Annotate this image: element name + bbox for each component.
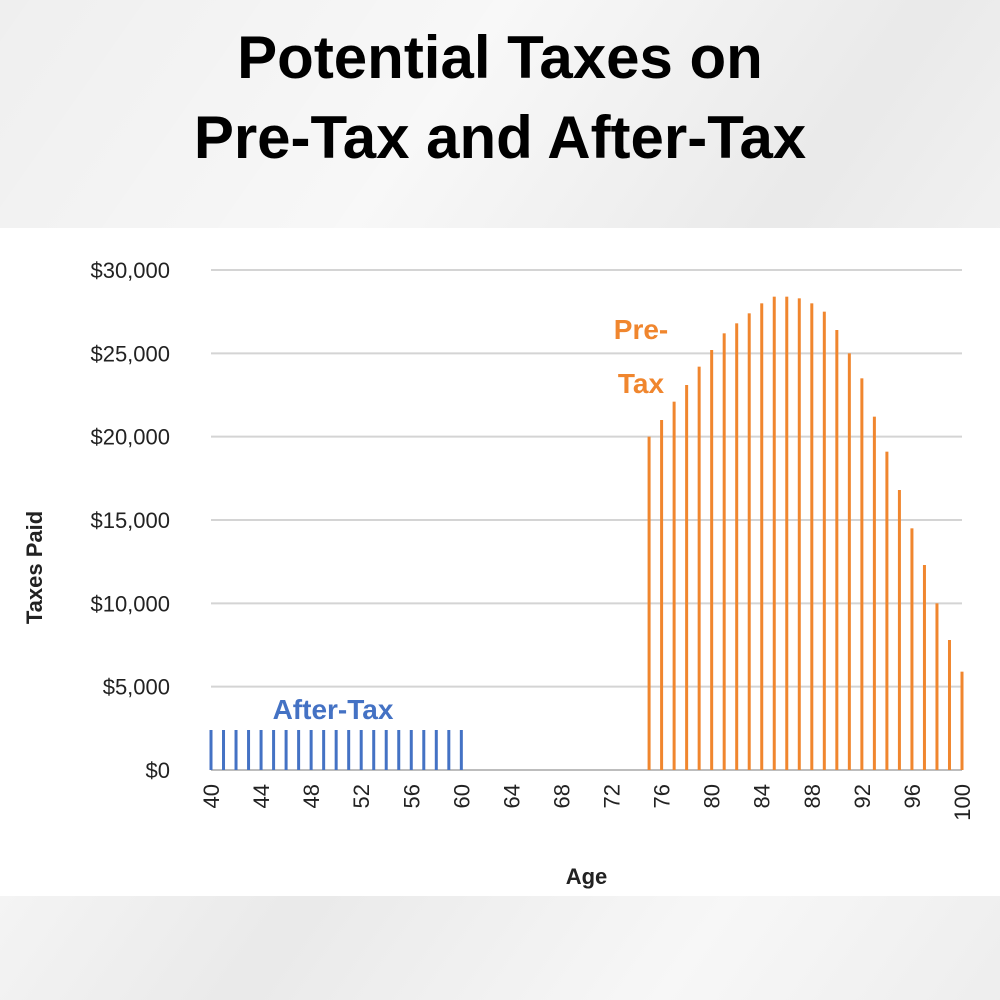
after-tax-bar [384, 730, 388, 770]
title-line-1: Potential Taxes on [237, 24, 763, 91]
x-tick-label: 44 [249, 784, 274, 808]
pre-tax-bar [910, 528, 914, 770]
pre-tax-bar [747, 313, 751, 770]
x-tick-label: 40 [199, 784, 224, 808]
pre-tax-bar [935, 603, 939, 770]
after-tax-series-label: After-Tax [273, 694, 394, 725]
after-tax-bar [322, 730, 326, 770]
pre-tax-bar [872, 416, 876, 770]
pre-tax-bar [647, 436, 651, 770]
pre-tax-bar [960, 671, 964, 770]
after-tax-bar [409, 730, 413, 770]
after-tax-bar [347, 730, 351, 770]
after-tax-bar [222, 730, 226, 770]
after-tax-bar [247, 730, 251, 770]
x-tick-label: 96 [900, 784, 925, 808]
after-tax-bar [434, 730, 438, 770]
pre-tax-bar [772, 296, 776, 770]
y-tick-label: $10,000 [90, 591, 170, 616]
y-tick-label: $15,000 [90, 508, 170, 533]
x-axis-title: Age [566, 864, 608, 889]
pre-tax-bar [947, 640, 951, 770]
pre-tax-bar [810, 303, 814, 770]
x-tick-label: 88 [800, 784, 825, 808]
pre-tax-bar [685, 385, 689, 770]
y-tick-label: $0 [146, 758, 170, 783]
y-tick-label: $30,000 [90, 258, 170, 283]
after-tax-bar [284, 730, 288, 770]
y-tick-label: $25,000 [90, 341, 170, 366]
x-tick-label: 72 [600, 784, 625, 808]
pre-tax-bar [822, 311, 826, 770]
x-tick-label: 48 [299, 784, 324, 808]
y-tick-label: $5,000 [103, 675, 170, 700]
pre-tax-bar [860, 378, 864, 770]
bars [209, 296, 964, 770]
y-tick-label: $20,000 [90, 425, 170, 450]
x-tick-label: 68 [549, 784, 574, 808]
pre-tax-bar [697, 366, 701, 770]
page-title: Potential Taxes on Pre-Tax and After-Tax [0, 18, 1000, 178]
after-tax-bar [397, 730, 401, 770]
y-tick-labels: $0 $5,000 $10,000 $15,000 $20,000 $25,000 $30,… [90, 258, 170, 783]
pre-tax-bar [735, 323, 739, 770]
after-tax-bar [334, 730, 338, 770]
x-tick-label: 64 [499, 784, 524, 808]
after-tax-bar [372, 730, 376, 770]
x-tick-label: 76 [650, 784, 675, 808]
x-tick-label: 80 [700, 784, 725, 808]
chart-panel: $0 $5,000 $10,000 $15,000 $20,000 $25,000 $30,… [0, 228, 1000, 896]
x-tick-label: 84 [750, 784, 775, 808]
y-axis-title: Taxes Paid [22, 511, 47, 624]
after-tax-bar [259, 730, 263, 770]
after-tax-bar [234, 730, 238, 770]
pre-tax-bar [885, 451, 889, 770]
pre-tax-bar [785, 296, 789, 770]
after-tax-bar [272, 730, 276, 770]
x-tick-label: 92 [850, 784, 875, 808]
after-tax-bar [359, 730, 363, 770]
pre-tax-bar [922, 565, 926, 770]
x-tick-labels: 40 44 48 52 56 60 64 68 72 76 80 84 88 92 96 100 [199, 784, 975, 821]
x-tick-label: 56 [399, 784, 424, 808]
x-tick-label: 60 [449, 784, 474, 808]
pre-tax-bar [710, 350, 714, 770]
after-tax-bar [309, 730, 313, 770]
pre-tax-bar [760, 303, 764, 770]
pre-tax-bar [797, 298, 801, 770]
after-tax-bar [297, 730, 301, 770]
pre-tax-bar [672, 401, 676, 770]
pre-tax-series-label-line-2: Tax [618, 368, 665, 399]
taxes-chart: $0 $5,000 $10,000 $15,000 $20,000 $25,000 $30,… [22, 258, 975, 889]
after-tax-bar [209, 730, 213, 770]
title-line-2: Pre-Tax and After-Tax [193, 104, 807, 171]
after-tax-bar [447, 730, 451, 770]
pre-tax-bar [835, 330, 839, 770]
pre-tax-series-label-line-1: Pre- [614, 314, 668, 345]
pre-tax-bar [897, 490, 901, 770]
after-tax-bar [459, 730, 463, 770]
pre-tax-bar [660, 420, 664, 770]
pre-tax-bar [847, 353, 851, 770]
x-tick-label: 100 [950, 784, 975, 821]
pre-tax-bar [722, 333, 726, 770]
x-tick-label: 52 [349, 784, 374, 808]
after-tax-bar [422, 730, 426, 770]
